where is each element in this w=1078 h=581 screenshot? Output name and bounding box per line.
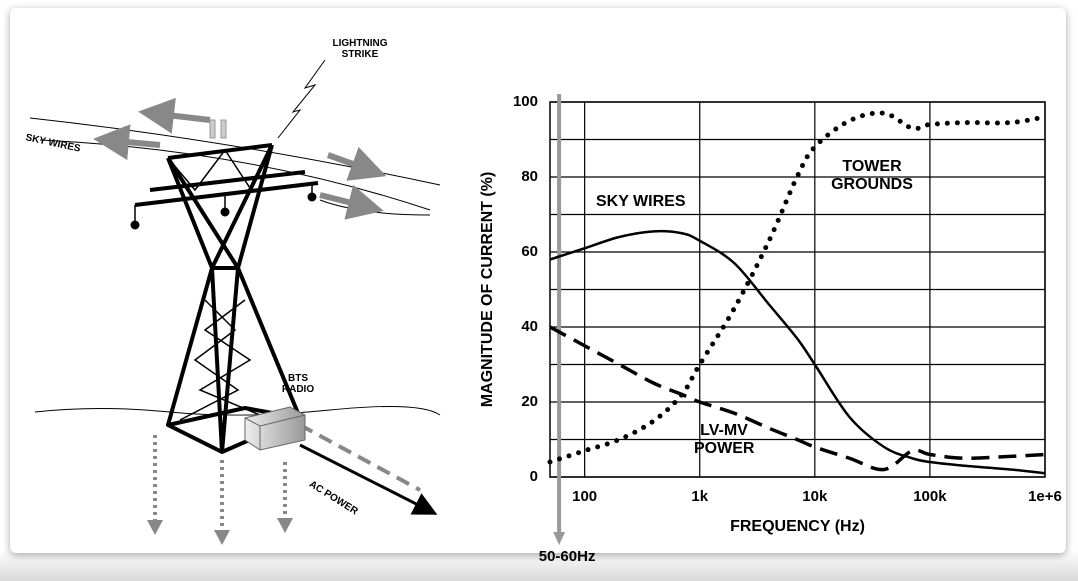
series-label: SKY WIRES	[596, 193, 686, 211]
x-tick-label: 100k	[913, 488, 947, 505]
x-tick-label: 10k	[802, 488, 828, 505]
x-axis-title: FREQUENCY (Hz)	[730, 518, 865, 535]
y-tick-label: 0	[530, 468, 538, 485]
x-tick-label: 100	[572, 488, 597, 505]
series-label: TOWER GROUNDS	[822, 158, 922, 193]
y-tick-label: 20	[521, 393, 538, 410]
y-tick-label: 40	[521, 318, 538, 335]
diagram-label: BTS RADIO	[278, 373, 318, 395]
figure: 0 20 40 60 80 100 100 1k 10k 100k 1e+6 50-60Hz FREQU…	[0, 0, 1078, 581]
y-tick-label: 100	[513, 93, 538, 110]
page: 0 20 40 60 80 100 100 1k 10k 100k 1e+6 50-60Hz FREQU…	[0, 0, 1078, 581]
series-line	[550, 113, 1045, 462]
tower-diagram	[30, 60, 440, 545]
x-tick-label: 1k	[691, 488, 708, 505]
marker-arrowhead	[553, 532, 565, 545]
series-label: LV-MV POWER	[694, 422, 754, 457]
marker-label: 50-60Hz	[539, 548, 596, 565]
series-line	[550, 327, 1045, 470]
y-tick-label: 80	[521, 168, 538, 185]
diagram-label: LIGHTNING STRIKE	[320, 38, 400, 60]
y-axis-title: MAGNITUDE OF CURRENT (%)	[479, 172, 496, 408]
y-tick-label: 60	[521, 243, 538, 260]
x-tick-label: 1e+6	[1028, 488, 1062, 505]
